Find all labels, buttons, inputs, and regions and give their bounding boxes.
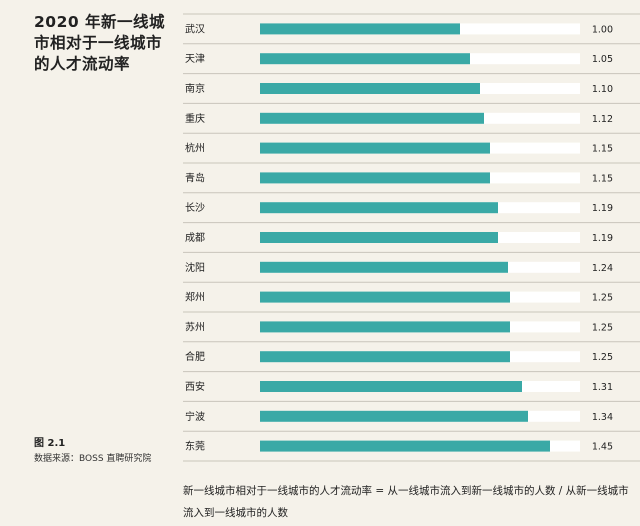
category-label: 合肥 <box>185 350 205 363</box>
value-label: 1.34 <box>592 412 613 423</box>
value-label: 1.05 <box>592 54 613 65</box>
value-label: 1.31 <box>592 382 613 393</box>
category-label: 杭州 <box>185 142 205 155</box>
bar <box>260 291 510 303</box>
category-label: 苏州 <box>185 320 205 333</box>
bar <box>260 410 528 422</box>
value-label: 1.12 <box>592 114 613 125</box>
chart-title: 2020 年新一线城市相对于一线城市的人才流动率 <box>34 13 166 73</box>
category-label: 天津 <box>185 53 205 65</box>
value-label: 1.25 <box>592 322 613 333</box>
category-label: 武汉 <box>185 22 205 35</box>
value-label: 1.25 <box>592 352 613 363</box>
data-source: 数据来源：BOSS 直聘研究院 <box>34 454 152 464</box>
bar <box>260 321 510 333</box>
value-label: 1.10 <box>592 84 613 95</box>
value-label: 1.00 <box>592 24 613 35</box>
category-label: 南京 <box>185 82 205 95</box>
formula-footnote: 新一线城市相对于一线城市的人才流动率 = 从一线城市流入到新一线城市的人数 / … <box>183 485 629 519</box>
bar <box>260 112 484 124</box>
value-label: 1.19 <box>592 203 613 214</box>
value-label: 1.25 <box>592 293 613 304</box>
value-label: 1.24 <box>592 263 613 274</box>
category-label: 郑州 <box>185 291 205 304</box>
value-label: 1.15 <box>592 173 613 184</box>
bar <box>260 381 522 392</box>
bar <box>260 440 550 452</box>
category-label: 青岛 <box>185 171 205 184</box>
chart-rows: 武汉 1.00 天津 1.05 南京 1.10 重庆 1.12 杭州 1.15 青岛 1.15 长沙 1.… <box>183 13 640 462</box>
bar <box>260 53 470 65</box>
bar <box>260 172 490 184</box>
bar <box>260 351 510 363</box>
category-label: 东莞 <box>185 440 205 453</box>
category-label: 宁波 <box>185 410 205 423</box>
value-label: 1.45 <box>592 442 613 453</box>
bar-chart: 武汉 1.00 天津 1.05 南京 1.10 重庆 1.12 杭州 1.15 青岛 1.15 长沙 1.… <box>183 13 640 462</box>
category-label: 长沙 <box>185 202 205 214</box>
value-label: 1.15 <box>592 144 613 155</box>
category-label: 沈阳 <box>185 261 205 274</box>
bar <box>260 232 498 243</box>
value-label: 1.19 <box>592 233 613 244</box>
category-label: 重庆 <box>185 112 205 125</box>
bar <box>260 142 490 154</box>
bar <box>260 23 460 35</box>
figure-label: 图 2.1 <box>34 438 66 449</box>
category-label: 成都 <box>185 232 205 244</box>
bar <box>260 202 498 214</box>
category-label: 西安 <box>185 380 205 393</box>
bar <box>260 261 508 273</box>
bar <box>260 83 480 94</box>
